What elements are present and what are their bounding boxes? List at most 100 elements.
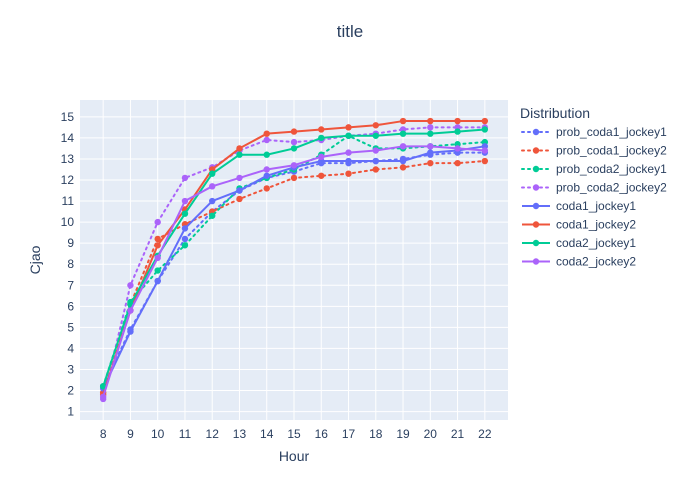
data-point: [181, 225, 189, 232]
data-point: [345, 170, 352, 177]
data-point: [290, 145, 298, 152]
legend-label: coda2_jockey1: [556, 236, 636, 250]
x-axis-title: Hour: [279, 448, 310, 464]
series-coda2_jockey2: [99, 143, 489, 401]
x-tick-label: 14: [260, 427, 274, 441]
x-tick-label: 10: [151, 427, 165, 441]
legend: Distribution prob_coda1_jockey1 prob_coda…: [520, 105, 667, 269]
data-point: [209, 183, 216, 190]
legend-label: coda1_jockey2: [556, 218, 636, 232]
data-point: [372, 166, 379, 173]
legend-marker: [532, 239, 540, 247]
data-point: [399, 130, 407, 137]
data-point: [481, 147, 489, 154]
data-point: [154, 218, 161, 226]
x-tick-label: 22: [478, 427, 492, 441]
y-tick-label: 7: [67, 278, 74, 292]
data-point: [181, 174, 189, 182]
x-tick-label: 13: [233, 427, 247, 441]
legend-label: coda1_jockey1: [556, 199, 636, 213]
data-point: [481, 117, 489, 125]
x-tick-label: 11: [179, 427, 192, 441]
legend-marker: [532, 184, 540, 191]
data-point: [427, 130, 434, 137]
data-point: [427, 159, 434, 167]
legend-label: prob_coda2_jockey1: [556, 162, 667, 176]
y-axis-title: Cjao: [27, 245, 43, 274]
data-point: [427, 117, 434, 125]
x-tick-label: 12: [206, 427, 220, 441]
legend-marker: [532, 165, 540, 173]
data-point: [318, 153, 325, 161]
data-point: [209, 170, 216, 177]
x-tick-label: 8: [100, 427, 107, 441]
x-tick-label: 18: [369, 427, 383, 441]
legend-marker: [532, 258, 540, 265]
legend-label: prob_coda2_jockey2: [556, 181, 667, 195]
data-point: [481, 126, 489, 133]
data-point: [127, 328, 134, 335]
legend-item-prob_coda1_jockey2[interactable]: prob_coda1_jockey2: [521, 144, 667, 158]
legend-item-coda1_jockey2[interactable]: coda1_jockey2: [522, 218, 636, 232]
data-point: [209, 212, 216, 219]
data-point: [236, 151, 243, 158]
data-point: [236, 145, 243, 152]
data-point: [181, 235, 189, 243]
y-tick-label: 12: [61, 173, 75, 187]
data-point: [154, 277, 161, 285]
legend-title: Distribution: [520, 105, 590, 121]
data-point: [99, 383, 107, 390]
data-point: [236, 195, 243, 203]
data-point: [454, 145, 461, 152]
legend-item-prob_coda1_jockey1[interactable]: prob_coda1_jockey1: [521, 125, 667, 139]
data-point: [372, 122, 379, 129]
data-point: [181, 197, 189, 205]
y-tick-label: 4: [67, 341, 74, 355]
data-point: [263, 130, 270, 137]
data-point: [399, 157, 407, 165]
data-point: [454, 117, 461, 125]
legend-marker: [532, 202, 540, 210]
data-point: [318, 172, 325, 179]
data-point: [154, 242, 161, 249]
data-point: [318, 126, 325, 133]
data-point: [427, 143, 434, 150]
x-tick-label: 16: [315, 427, 329, 441]
data-point: [236, 174, 243, 182]
legend-item-coda2_jockey1[interactable]: coda2_jockey1: [522, 236, 636, 250]
y-tick-label: 14: [61, 131, 75, 145]
data-point: [290, 128, 298, 135]
data-point: [290, 174, 298, 182]
legend-marker: [532, 147, 540, 154]
data-point: [399, 143, 407, 150]
legend-label: coda2_jockey2: [556, 255, 636, 269]
y-tick-label: 3: [67, 362, 74, 376]
data-point: [318, 134, 325, 142]
y-tick-label: 13: [61, 152, 75, 166]
legend-item-coda1_jockey1[interactable]: coda1_jockey1: [522, 199, 636, 213]
data-point: [481, 157, 489, 165]
legend-item-prob_coda2_jockey2[interactable]: prob_coda2_jockey2: [521, 181, 667, 195]
data-point: [290, 138, 298, 146]
x-tick-label: 9: [127, 427, 134, 441]
data-point: [154, 235, 161, 243]
y-tick-label: 9: [67, 236, 74, 250]
legend-item-prob_coda2_jockey1[interactable]: prob_coda2_jockey1: [521, 162, 667, 176]
legend-label: prob_coda1_jockey2: [556, 144, 667, 158]
data-point: [154, 254, 161, 262]
x-tick-label: 19: [396, 427, 410, 441]
data-point: [345, 132, 352, 139]
legend-item-coda2_jockey2[interactable]: coda2_jockey2: [522, 255, 636, 269]
x-tick-label: 17: [342, 427, 356, 441]
x-axis-ticks: 8 9 10 11 12 13 14 15 16 17 18 19 20 21 22: [100, 427, 492, 441]
data-point: [427, 124, 434, 131]
data-point: [181, 242, 189, 249]
data-point: [372, 132, 379, 139]
legend-marker: [532, 221, 540, 228]
data-point: [263, 172, 270, 179]
data-point: [263, 166, 270, 173]
data-point: [127, 307, 134, 314]
data-point: [345, 149, 352, 156]
x-tick-label: 21: [451, 427, 465, 441]
